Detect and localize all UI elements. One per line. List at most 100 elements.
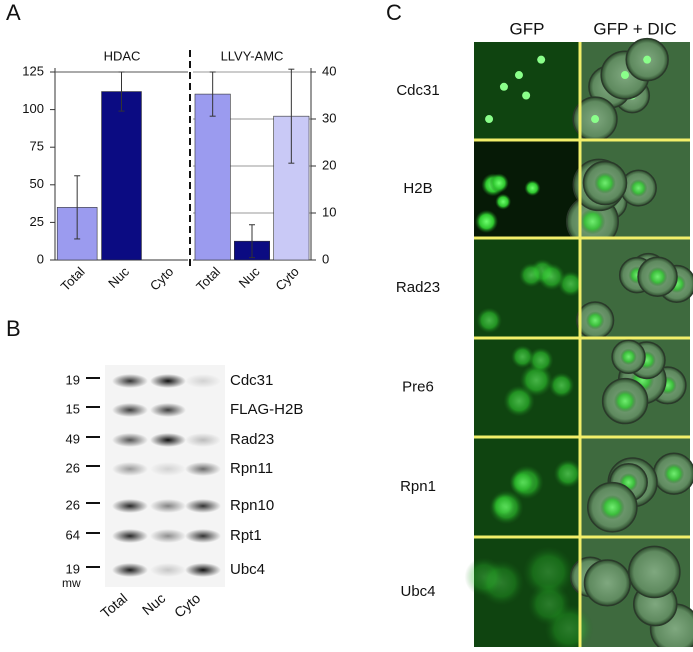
gfp-cell — [553, 459, 583, 488]
gfp-dot — [499, 82, 508, 91]
row-label: H2B — [403, 180, 432, 197]
gfp-cell — [495, 193, 512, 210]
panel-label: C — [386, 0, 402, 25]
gfp-overlay — [663, 463, 685, 484]
mw-label: 64 — [66, 527, 80, 542]
gfp-cell — [478, 559, 525, 606]
bar — [194, 93, 231, 261]
gfp-cell — [522, 546, 574, 598]
y-tick-label: 0 — [37, 251, 44, 266]
gfp-dot — [485, 115, 494, 124]
x-tick-label: Cyto — [272, 264, 302, 294]
panel-label: B — [6, 316, 21, 341]
blot-band — [185, 433, 221, 447]
gfp-cell — [510, 345, 535, 369]
gfp-overlay — [594, 172, 616, 194]
blot-band — [185, 462, 221, 476]
blot-band — [150, 433, 186, 447]
protein-label: Rad23 — [230, 431, 274, 448]
mw-label: 49 — [66, 431, 80, 446]
blot-band — [112, 462, 148, 476]
blot-band — [150, 462, 186, 476]
gfp-cell — [476, 307, 503, 334]
row-label: Rad23 — [396, 279, 440, 296]
mw-label: 19 — [66, 372, 80, 387]
row-label: Ubc4 — [400, 583, 435, 600]
protein-label: Rpn10 — [230, 497, 274, 514]
gfp-cell — [489, 173, 509, 193]
y-tick-label: 125 — [22, 63, 44, 78]
mw-label: 19 — [66, 561, 80, 576]
dic-cell — [583, 559, 631, 607]
gfp-overlay — [585, 311, 605, 330]
gfp-dot — [620, 71, 629, 80]
blot-band — [150, 374, 186, 388]
y-tick-label: 10 — [322, 204, 336, 219]
chart-title: LLVY-AMC — [221, 48, 284, 63]
blot-band — [185, 563, 221, 577]
blot-band — [150, 529, 186, 543]
x-tick-label: Nuc — [105, 264, 132, 291]
protein-label: Cdc31 — [230, 372, 273, 389]
y-tick-label: 25 — [30, 214, 44, 229]
blot-band — [185, 499, 221, 513]
gfp-overlay — [647, 266, 668, 287]
gfp-overlay — [600, 494, 625, 520]
gfp-cell — [509, 469, 536, 496]
blot-band — [112, 499, 148, 513]
protein-label: Rpt1 — [230, 527, 262, 544]
blot-band — [112, 433, 148, 447]
gfp-overlay — [579, 208, 606, 235]
gfp-cell — [537, 263, 566, 291]
column-label: GFP — [510, 19, 545, 38]
x-tick-label: Total — [58, 264, 88, 294]
blot-band — [112, 374, 148, 388]
gfp-cell — [474, 209, 499, 234]
gfp-cell — [489, 490, 524, 525]
protein-label: FLAG-H2B — [230, 401, 303, 418]
gfp-cell — [548, 372, 575, 399]
gfp-dot — [514, 71, 523, 80]
blot-membrane — [105, 365, 225, 587]
x-tick-label: Cyto — [147, 264, 177, 294]
mw-label: 15 — [66, 401, 80, 416]
dic-cell — [628, 545, 681, 599]
mw-label: 26 — [66, 460, 80, 475]
blot-band — [150, 403, 186, 417]
protein-label: Rpn11 — [230, 460, 273, 477]
gfp-dot — [591, 115, 600, 124]
lane-label: Total — [97, 590, 130, 621]
gfp-overlay — [613, 389, 637, 413]
blot-band — [185, 374, 221, 388]
bar — [101, 91, 142, 261]
gfp-dot — [537, 55, 546, 64]
blot-band — [112, 403, 148, 417]
row-label: Rpn1 — [400, 478, 436, 495]
panel-label: A — [6, 0, 21, 25]
blot-band — [150, 563, 186, 577]
lane-label: Nuc — [139, 590, 168, 618]
gfp-cell — [527, 347, 554, 373]
mw-label: mw — [62, 576, 81, 590]
lane-label: Cyto — [171, 590, 203, 621]
y-tick-label: 75 — [30, 139, 44, 154]
protein-label: Ubc4 — [230, 561, 265, 578]
y-tick-label: 20 — [322, 157, 336, 172]
row-label: Pre6 — [402, 378, 434, 395]
x-tick-label: Total — [193, 264, 223, 294]
gfp-image — [474, 42, 580, 140]
gfp-overlay — [620, 348, 637, 366]
column-label: GFP + DIC — [593, 19, 676, 38]
y-tick-label: 30 — [322, 110, 336, 125]
row-label: Cdc31 — [396, 82, 439, 99]
mw-label: 26 — [66, 497, 80, 512]
y-tick-label: 50 — [30, 176, 44, 191]
y-tick-label: 40 — [322, 63, 336, 78]
gfp-overlay — [629, 179, 648, 197]
blot-band — [112, 529, 148, 543]
gfp-cell — [518, 262, 544, 288]
x-tick-label: Nuc — [236, 264, 263, 291]
gfp-cell — [503, 385, 535, 417]
y-tick-label: 100 — [22, 101, 44, 116]
